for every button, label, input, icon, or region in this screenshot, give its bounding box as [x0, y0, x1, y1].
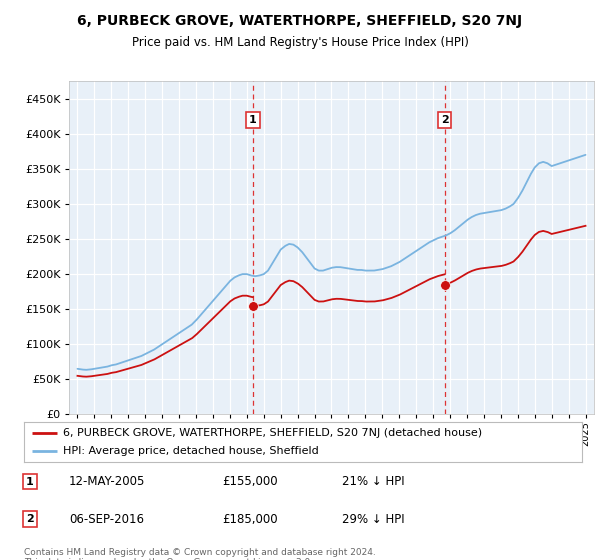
Text: 1: 1 — [249, 115, 257, 125]
Text: 6, PURBECK GROVE, WATERTHORPE, SHEFFIELD, S20 7NJ: 6, PURBECK GROVE, WATERTHORPE, SHEFFIELD… — [77, 14, 523, 28]
Text: 6, PURBECK GROVE, WATERTHORPE, SHEFFIELD, S20 7NJ (detached house): 6, PURBECK GROVE, WATERTHORPE, SHEFFIELD… — [63, 428, 482, 437]
Text: 12-MAY-2005: 12-MAY-2005 — [69, 475, 145, 488]
Text: 21% ↓ HPI: 21% ↓ HPI — [342, 475, 404, 488]
Text: £155,000: £155,000 — [222, 475, 278, 488]
Text: 1: 1 — [26, 477, 34, 487]
Text: 2: 2 — [26, 514, 34, 524]
Text: Contains HM Land Registry data © Crown copyright and database right 2024.
This d: Contains HM Land Registry data © Crown c… — [24, 548, 376, 560]
Text: Price paid vs. HM Land Registry's House Price Index (HPI): Price paid vs. HM Land Registry's House … — [131, 36, 469, 49]
Text: HPI: Average price, detached house, Sheffield: HPI: Average price, detached house, Shef… — [63, 446, 319, 456]
Text: 06-SEP-2016: 06-SEP-2016 — [69, 512, 144, 526]
Text: £185,000: £185,000 — [222, 512, 278, 526]
Text: 29% ↓ HPI: 29% ↓ HPI — [342, 512, 404, 526]
Text: 2: 2 — [441, 115, 449, 125]
